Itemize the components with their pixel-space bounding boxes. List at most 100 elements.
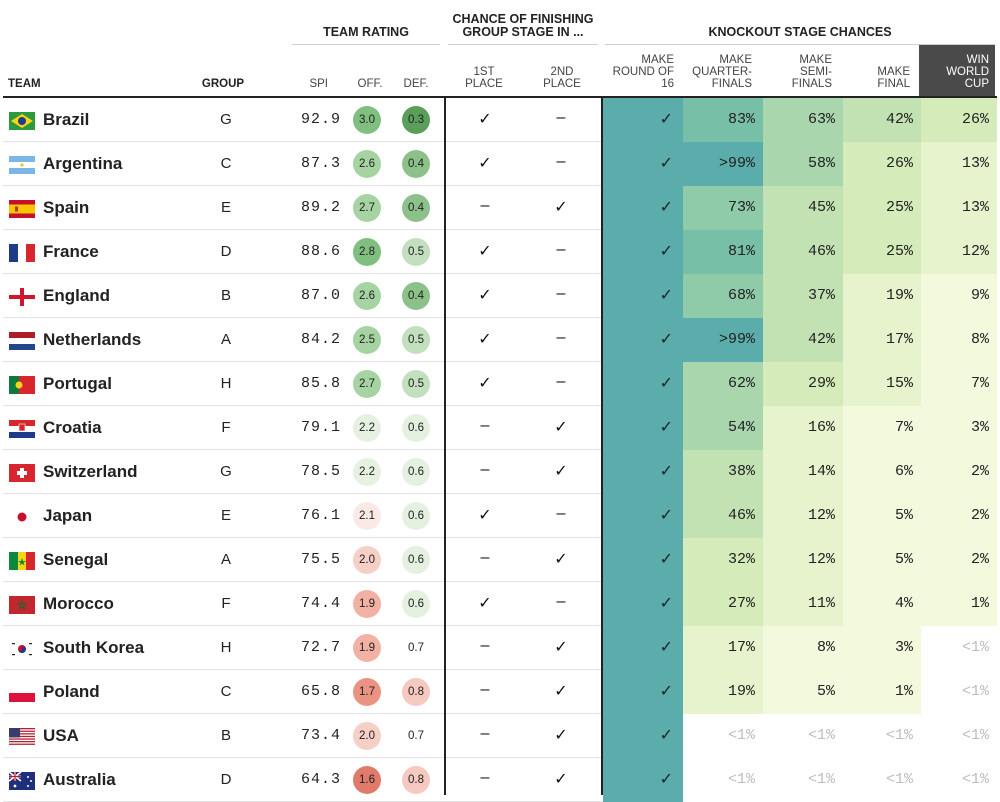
second-place-mark: ✓ [554, 771, 568, 788]
round-of-16-cell: ✓ [603, 142, 683, 186]
final-cell: <1% [843, 714, 921, 758]
off-rating-badge: 2.6 [353, 282, 381, 310]
second-place-mark: – [556, 109, 566, 126]
quarterfinal-cell: <1% [683, 758, 763, 802]
knockout-group-header: KNOCKOUT STAGE CHANCES [708, 25, 892, 39]
first-place-mark: – [480, 461, 490, 478]
off-rating-badge: 2.8 [353, 238, 381, 266]
team-name[interactable]: Brazil [43, 110, 90, 129]
team-name[interactable]: Morocco [43, 594, 114, 613]
second-place-mark: – [556, 241, 566, 258]
col-header-win[interactable]: WIN WORLD CUP [919, 45, 995, 97]
round-of-16-cell: ✓ [603, 186, 683, 230]
table-row[interactable]: Brazil G 92.9 3.0 0.3 ✓ – ✓ 83% 63% 42% 26% [3, 98, 997, 142]
col-header-qf-line1: MAKE [719, 54, 752, 66]
table-row[interactable]: France D 88.6 2.8 0.5 ✓ – ✓ 81% 46% 25% 12% [3, 230, 997, 274]
col-header-second-line2: PLACE [543, 78, 581, 90]
quarterfinal-cell: 19% [683, 670, 763, 714]
table-row[interactable]: Poland C 65.8 1.7 0.8– ✓ ✓ 19% 5% 1% <1% [3, 670, 997, 714]
col-header-def[interactable]: DEF. [403, 78, 429, 90]
team-name[interactable]: Japan [43, 506, 93, 525]
final-cell: <1% [843, 758, 921, 802]
team-group: H [220, 375, 232, 392]
col-header-group[interactable]: GROUP [201, 78, 245, 90]
quarterfinal-cell: 46% [683, 494, 763, 538]
chance-group-rule [448, 44, 598, 45]
spi-value: 88.6 [300, 243, 341, 260]
col-header-spi[interactable]: SPI [309, 78, 328, 90]
table-row[interactable]: Croatia F 79.1 2.2 0.6– ✓ ✓ 54% 16% 7% 3% [3, 406, 997, 450]
team-name[interactable]: South Korea [43, 638, 145, 657]
col-header-r16[interactable]: MAKE ROUND OF 16 [600, 54, 674, 90]
table-row[interactable]: South Korea H 72.7 1.9 0.7– ✓ ✓ 17% 8% 3% <1% [3, 626, 997, 670]
team-name[interactable]: Croatia [43, 418, 102, 437]
team-name[interactable]: Spain [43, 198, 90, 217]
row-divider [3, 405, 603, 406]
first-place-mark: ✓ [478, 375, 492, 392]
second-place-mark: ✓ [554, 683, 568, 700]
table-row[interactable]: Japan E 76.1 2.1 0.6 ✓ – ✓ 46% 12% 5% 2% [3, 494, 997, 538]
col-header-off[interactable]: OFF. [357, 78, 383, 90]
table-row[interactable]: Netherlands A 84.2 2.5 0.5 ✓ – ✓ >99% 42% 17% 8% [3, 318, 997, 362]
spi-value: 74.4 [300, 595, 341, 612]
col-header-final[interactable]: MAKE FINAL [840, 66, 910, 90]
off-rating-badge: 2.1 [353, 502, 381, 530]
team-name[interactable]: Netherlands [43, 330, 142, 349]
table-row[interactable]: England B 87.0 2.6 0.4 ✓ – ✓ 68% 37% 19% 9% [3, 274, 997, 318]
col-header-win-line3: CUP [964, 78, 989, 90]
def-rating-badge: 0.7 [402, 722, 430, 750]
team-name[interactable]: France [43, 242, 99, 261]
win-cup-cell: <1% [921, 670, 997, 714]
team-name[interactable]: Switzerland [43, 462, 138, 481]
first-place-mark: ✓ [478, 111, 492, 128]
team-group: A [220, 551, 231, 568]
semifinal-cell: 37% [763, 274, 843, 318]
round-of-16-cell: ✓ [603, 626, 683, 670]
team-name[interactable]: Portugal [43, 374, 112, 393]
win-cup-cell: 2% [921, 450, 997, 494]
second-place-mark: – [556, 153, 566, 170]
team-name[interactable]: Argentina [43, 154, 123, 173]
win-cup-cell: 8% [921, 318, 997, 362]
round-of-16-cell: ✓ [603, 450, 683, 494]
table-row[interactable]: Portugal H 85.8 2.7 0.5 ✓ – ✓ 62% 29% 15% 7% [3, 362, 997, 406]
final-cell: 25% [843, 230, 921, 274]
table-row[interactable]: Senegal A 75.5 2.0 0.6– ✓ ✓ 32% 12% 5% 2% [3, 538, 997, 582]
team-name[interactable]: Senegal [43, 550, 109, 569]
win-cup-cell: 12% [921, 230, 997, 274]
team-name[interactable]: Australia [43, 770, 116, 789]
col-header-team[interactable]: TEAM [8, 78, 41, 90]
table-row[interactable]: Australia D 64.3 1.6 0.8– ✓ ✓ <1% <1% <1% <1% [3, 758, 997, 802]
win-cup-cell: 7% [921, 362, 997, 406]
team-name[interactable]: England [43, 286, 111, 305]
australia-flag-icon [9, 772, 35, 790]
table-row[interactable]: Morocco F 74.4 1.9 0.6 ✓ – ✓ 27% 11% 4% 1% [3, 582, 997, 626]
col-header-sf[interactable]: MAKE SEMI- FINALS [760, 54, 832, 90]
col-header-final-line2: FINAL [877, 78, 910, 90]
row-divider [3, 493, 603, 494]
team-name[interactable]: Poland [43, 682, 100, 701]
col-header-qf[interactable]: MAKE QUARTER- FINALS [680, 54, 752, 90]
first-place-mark: ✓ [478, 287, 492, 304]
first-place-mark: – [480, 197, 490, 214]
table-row[interactable]: Argentina C 87.3 2.6 0.4 ✓ – ✓ >99% 58% 26% 13% [3, 142, 997, 186]
table-row[interactable]: USA B 73.4 2.0 0.7– ✓ ✓ <1% <1% <1% <1% [3, 714, 997, 758]
table-row[interactable]: Spain E 89.2 2.7 0.4– ✓ ✓ 73% 45% 25% 13% [3, 186, 997, 230]
semifinal-cell: 11% [763, 582, 843, 626]
table-row[interactable]: Switzerland G 78.5 2.2 0.6– ✓ ✓ 38% 14% 6% 2% [3, 450, 997, 494]
first-place-mark: ✓ [478, 331, 492, 348]
win-cup-cell: 13% [921, 142, 997, 186]
second-place-mark: ✓ [554, 199, 568, 216]
team-group: F [221, 595, 231, 612]
off-rating-badge: 2.0 [353, 546, 381, 574]
round-of-16-cell: ✓ [603, 406, 683, 450]
team-name[interactable]: USA [43, 726, 79, 745]
quarterfinal-cell: 27% [683, 582, 763, 626]
first-place-mark: ✓ [478, 595, 492, 612]
final-cell: 6% [843, 450, 921, 494]
first-place-mark: ✓ [478, 507, 492, 524]
col-header-second[interactable]: 2ND PLACE [540, 66, 584, 90]
team-rating-group-header: TEAM RATING [323, 25, 409, 39]
col-header-first[interactable]: 1ST PLACE [462, 66, 506, 90]
